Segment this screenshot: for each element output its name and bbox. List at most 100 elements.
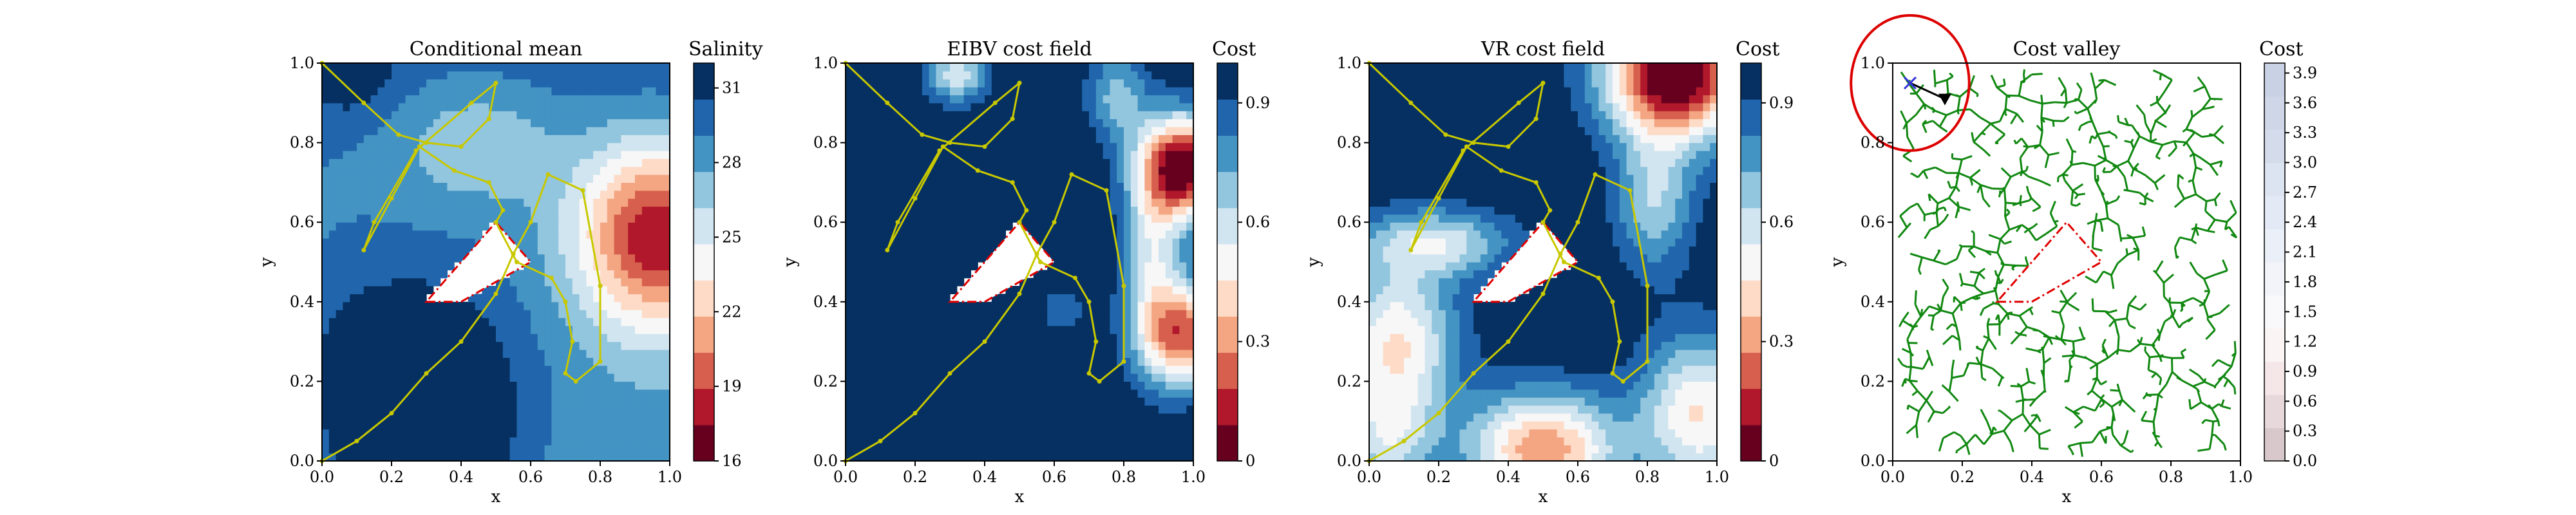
heatmap-cell — [846, 310, 853, 319]
heatmap-cell — [516, 310, 524, 319]
heatmap-cell — [628, 453, 636, 462]
heatmap-cell — [956, 301, 965, 310]
heatmap-cell — [1026, 333, 1034, 342]
heatmap-cell — [593, 294, 601, 303]
heatmap-cell — [461, 310, 469, 319]
heatmap-cell — [558, 198, 566, 207]
heatmap-cell — [1082, 198, 1090, 207]
heatmap-cell — [873, 405, 881, 414]
heatmap-cell — [586, 389, 594, 398]
heatmap-cell — [922, 373, 930, 382]
heatmap-cell — [531, 333, 538, 342]
heatmap-cell — [565, 174, 573, 183]
heatmap-cell — [936, 445, 943, 454]
heatmap-cell — [1110, 150, 1117, 159]
heatmap-cell — [524, 174, 531, 183]
heatmap-cell — [565, 150, 573, 159]
heatmap-cell — [1103, 341, 1110, 350]
heatmap-cell — [971, 135, 978, 144]
heatmap-cell — [350, 95, 357, 104]
heatmap-cell — [1040, 270, 1048, 279]
heatmap-cell — [614, 349, 621, 358]
heatmap-cell — [1054, 135, 1062, 144]
heatmap-cell — [1026, 373, 1034, 382]
heatmap-cell — [866, 436, 874, 445]
path-waypoint — [982, 144, 987, 149]
heatmap-cell — [482, 111, 489, 120]
heatmap-cell — [1103, 270, 1110, 279]
heatmap-cell — [1012, 174, 1020, 183]
heatmap-cell — [426, 357, 434, 366]
heatmap-cell — [537, 405, 545, 414]
heatmap-cell — [350, 230, 357, 239]
heatmap-cell — [343, 436, 350, 445]
chart-title: Conditional mean — [410, 38, 583, 61]
heatmap-cell — [880, 333, 888, 342]
heatmap-cell — [440, 381, 448, 390]
heatmap-cell — [412, 341, 420, 350]
heatmap-cell — [866, 150, 874, 159]
heatmap-cell — [558, 230, 566, 239]
heatmap-cell — [600, 206, 608, 215]
heatmap-cell — [628, 95, 636, 104]
heatmap-cell — [405, 254, 413, 263]
heatmap-cell — [963, 397, 971, 406]
heatmap-cell — [621, 405, 629, 414]
heatmap-cell — [363, 150, 372, 159]
heatmap-cell — [433, 421, 441, 430]
heatmap-cell — [357, 102, 365, 111]
heatmap-cell — [936, 373, 943, 382]
heatmap-cell — [600, 413, 608, 422]
heatmap-cell — [963, 190, 971, 199]
heatmap-cell — [985, 182, 992, 191]
heatmap-cell — [496, 166, 504, 175]
heatmap-cell — [468, 421, 476, 430]
heatmap-cell — [558, 174, 566, 183]
colorbar-tick-label: 19 — [722, 377, 742, 395]
heatmap-cell — [509, 294, 517, 303]
heatmap-cell — [447, 310, 455, 319]
heatmap-cell — [1151, 453, 1159, 462]
heatmap-cell — [1179, 118, 1187, 127]
heatmap-cell — [475, 325, 482, 334]
heatmap-cell — [343, 453, 350, 462]
heatmap-cell — [943, 397, 951, 406]
heatmap-cell — [943, 349, 951, 358]
heatmap-cell — [363, 349, 372, 358]
heatmap-cell — [1089, 71, 1097, 80]
heatmap-cell — [572, 277, 580, 286]
heatmap-cell — [1033, 436, 1041, 445]
heatmap-cell — [433, 254, 441, 263]
heatmap-cell — [328, 135, 337, 144]
heatmap-cell — [1103, 222, 1110, 231]
heatmap-cell — [363, 198, 372, 207]
heatmap-cell — [350, 286, 357, 295]
heatmap-cell — [1075, 381, 1083, 390]
heatmap-cell — [963, 436, 971, 445]
heatmap-cell — [565, 102, 573, 111]
heatmap-cell — [600, 158, 608, 167]
heatmap-cell — [565, 142, 573, 151]
heatmap-cell — [985, 102, 992, 111]
heatmap-cell — [336, 158, 343, 167]
heatmap-cell — [866, 349, 874, 358]
heatmap-cell — [328, 142, 337, 151]
heatmap-cell — [956, 214, 965, 223]
heatmap-cell — [412, 349, 420, 358]
heatmap-cell — [1124, 405, 1132, 414]
heatmap-cell — [998, 453, 1006, 462]
heatmap-cell — [1054, 349, 1062, 358]
heatmap-cell — [440, 453, 448, 462]
heatmap-cell — [978, 118, 985, 127]
heatmap-cell — [901, 79, 909, 88]
heatmap-cell — [1068, 174, 1075, 183]
heatmap-cell — [1117, 238, 1124, 247]
heatmap-cell — [846, 71, 853, 80]
heatmap-cell — [551, 270, 559, 279]
heatmap-cell — [607, 413, 615, 422]
heatmap-cell — [398, 254, 406, 263]
heatmap-cell — [509, 230, 517, 239]
heatmap-cell — [1179, 349, 1187, 358]
heatmap-cell — [336, 317, 343, 326]
heatmap-cell — [1089, 111, 1097, 120]
